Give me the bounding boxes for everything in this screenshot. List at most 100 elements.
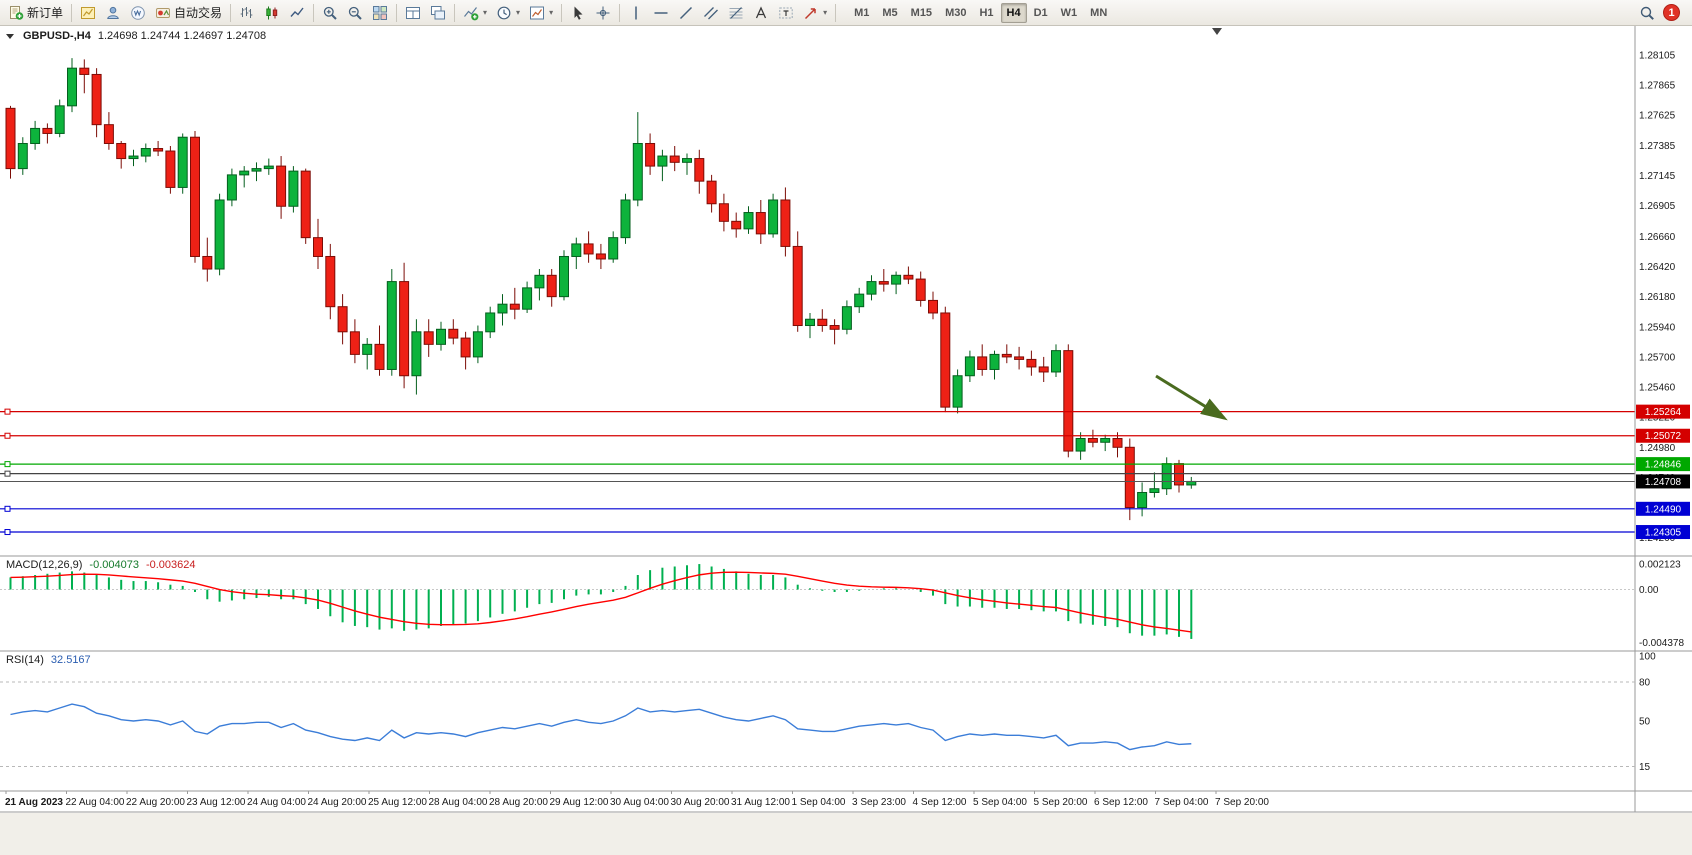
zoom-in-button[interactable] [318,2,342,24]
line-handle[interactable] [4,408,11,415]
time-axis-label: 25 Aug 12:00 [368,797,427,808]
toolbar-separator [313,3,315,22]
candle [288,170,299,207]
candlestick-chart[interactable]: 1.28105 1.27865 1.27625 1.27385 1.27145 1.269… [0,26,1692,855]
toolbar-separator [396,3,398,22]
timeframe-m5-button[interactable]: M5 [882,6,898,19]
price-axis-label: 1.26660 [1639,232,1676,243]
timeframe-m30-button[interactable]: M30 [945,6,967,19]
candle [362,343,373,355]
candlestick-icon [264,5,280,21]
candle [411,331,422,377]
horizontal-line-button[interactable] [649,2,673,24]
text-button[interactable] [749,2,773,24]
trendline-icon [678,5,694,21]
dropdown-caret-icon[interactable]: ▾ [483,8,488,17]
community-button[interactable] [126,2,150,24]
chart-doc-icon [80,5,96,21]
svg-text:1.24708: 1.24708 [1645,477,1682,488]
line-handle[interactable] [4,432,11,439]
candle [682,158,692,163]
time-axis-label: 7 Sep 04:00 [1155,797,1209,808]
timeframe-d1-button[interactable]: D1 [1033,6,1048,19]
zoom-in-icon [322,5,338,21]
candle [42,127,53,134]
dropdown-caret-icon[interactable]: ▾ [516,8,521,17]
candle [632,142,643,201]
line-chart-button[interactable] [285,2,309,24]
candle [559,255,569,298]
toolbar-separator [454,3,456,22]
arrange-windows-button[interactable] [401,2,425,24]
toolbar-separator [230,3,232,22]
candle [226,174,237,201]
indicators-button[interactable]: ▾ [459,2,491,24]
candlestick-button[interactable] [260,2,284,24]
cascade-windows-button[interactable] [426,2,450,24]
fibonacci-button[interactable] [724,2,748,24]
time-axis-label: 6 Sep 12:00 [1094,797,1148,808]
candle [79,67,90,75]
time-axis-label: 3 Sep 23:00 [852,797,906,808]
price-tag [1636,428,1690,443]
cursor-button[interactable] [566,2,590,24]
new-order-button[interactable]: 新订单 [4,2,67,24]
candle [140,148,151,157]
line-handle[interactable] [4,529,11,536]
candle [571,243,582,257]
candle [313,237,323,257]
channel-button[interactable] [699,2,723,24]
price-tag [1636,474,1690,489]
trendline-button[interactable] [674,2,698,24]
chart-doc-button[interactable] [76,2,100,24]
candle [448,328,459,339]
candle [657,155,668,167]
profile-button[interactable] [101,2,125,24]
candle [263,165,274,170]
zoom-out-button[interactable] [343,2,367,24]
price-tag [1636,457,1690,472]
time-axis-label: 29 Aug 12:00 [550,797,609,808]
candle [1001,353,1012,358]
label-button[interactable] [774,2,798,24]
crosshair-button[interactable] [591,2,615,24]
rsi-line [10,703,1192,751]
autotrading-button[interactable]: 自动交易 [151,2,226,24]
vertical-line-button[interactable] [624,2,648,24]
candle [805,318,815,327]
macd-axis-label: 0.002123 [1639,559,1681,570]
notification-badge[interactable]: 1 [1663,4,1680,21]
candle [669,155,680,163]
time-axis-label: 1 Sep 04:00 [792,797,846,808]
candle [497,303,508,314]
candle [300,170,311,239]
candle [768,199,779,235]
price-axis-label: 1.26180 [1639,292,1676,303]
bar-shift-marker-icon[interactable] [1212,28,1222,35]
time-axis-label: 22 Aug 20:00 [126,797,185,808]
timeframe-m15-button[interactable]: M15 [910,6,933,19]
dropdown-caret-icon[interactable]: ▾ [823,8,828,17]
annotation-arrow[interactable] [1155,374,1228,421]
dropdown-caret-icon[interactable]: ▾ [549,8,554,17]
line-handle[interactable] [4,461,11,468]
templates-button[interactable]: ▾ [525,2,557,24]
time-axis-label: 7 Sep 20:00 [1215,797,1269,808]
candle [1186,480,1197,486]
timeframe-h1-button[interactable]: H1 [979,6,994,19]
timeframe-m1-button[interactable]: M1 [854,6,870,19]
timeframe-mn-button[interactable]: MN [1090,6,1108,19]
rsi-axis-label: 50 [1639,717,1651,728]
tile-windows-button[interactable] [368,2,392,24]
arrows-button[interactable]: ▾ [799,2,831,24]
line-handle[interactable] [4,505,11,512]
bar-chart-button[interactable] [235,2,259,24]
timeframe-h4-button[interactable]: H4 [1000,2,1027,23]
timeframe-w1-button[interactable]: W1 [1060,6,1078,19]
periods-button[interactable]: ▾ [492,2,524,24]
search-icon[interactable] [1639,5,1655,21]
candle [386,281,397,370]
line-handle[interactable] [4,470,11,477]
button-label: 新订单 [27,6,64,20]
candle [165,150,176,188]
